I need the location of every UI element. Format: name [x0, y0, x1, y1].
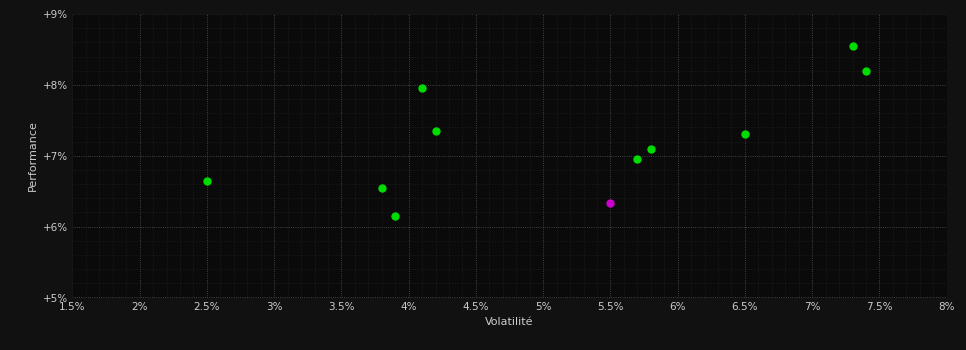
X-axis label: Volatilité: Volatilité [485, 317, 534, 327]
Point [845, 43, 861, 49]
Point [603, 201, 618, 206]
Point [374, 185, 389, 190]
Point [643, 146, 659, 152]
Point [630, 156, 645, 162]
Point [199, 178, 214, 183]
Y-axis label: Performance: Performance [28, 120, 38, 191]
Point [737, 132, 753, 137]
Point [858, 68, 873, 74]
Point [414, 86, 430, 91]
Point [387, 213, 403, 219]
Point [428, 128, 443, 134]
